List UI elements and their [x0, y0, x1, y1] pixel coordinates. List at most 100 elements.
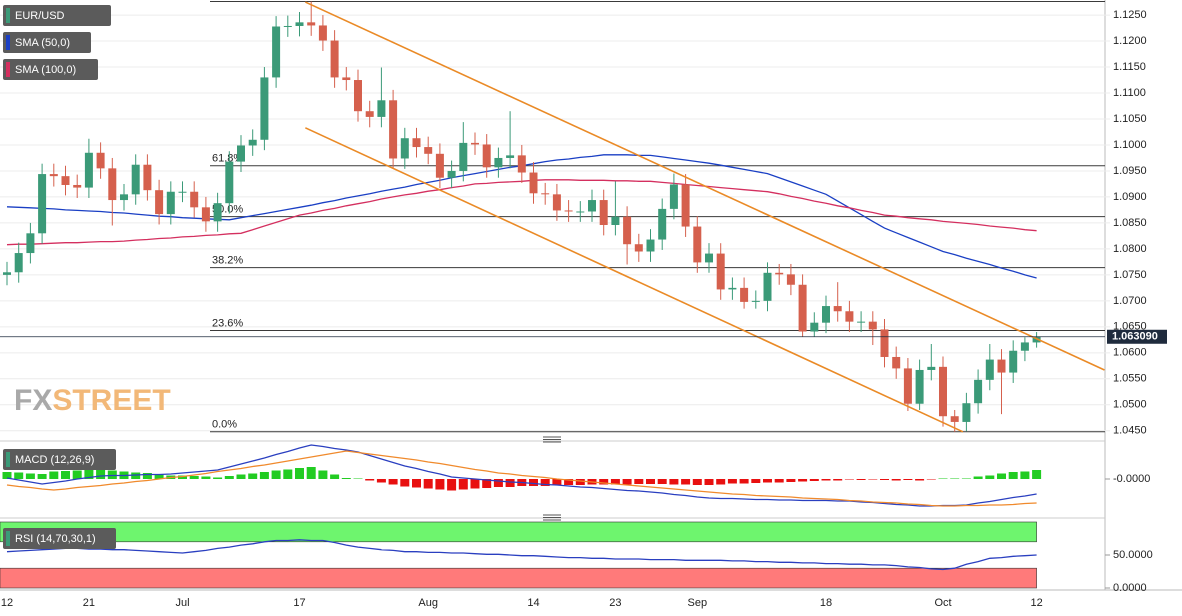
histogram-bar — [236, 474, 246, 479]
candle-body — [295, 22, 304, 26]
legend-title-box — [3, 5, 111, 26]
x-tick-label: Jul — [175, 597, 189, 609]
candle-body — [763, 272, 772, 301]
candle-body — [740, 287, 749, 302]
legend-title-swatch — [6, 8, 10, 23]
histogram-bar — [330, 474, 340, 479]
histogram-bar — [1032, 470, 1042, 479]
candle-body — [248, 139, 257, 146]
legend-entry: SMA (50,0) — [15, 37, 70, 49]
candle-body — [599, 200, 608, 225]
histogram-bar — [271, 470, 281, 479]
resize-handle[interactable] — [543, 514, 561, 521]
histogram-bar — [844, 479, 854, 480]
y-tick-label: 1.0900 — [1113, 191, 1147, 203]
candle-body — [950, 416, 959, 422]
x-tick-label: 17 — [293, 597, 305, 609]
y-tick-label: 1.0750 — [1113, 269, 1147, 281]
candle-body — [260, 77, 269, 140]
fib-level-label: 61.8% — [212, 153, 243, 165]
candle-body — [365, 111, 374, 117]
histogram-bar — [224, 476, 234, 479]
histogram-bar — [2, 472, 12, 479]
candle-body — [342, 77, 351, 81]
watermark-part: FX — [14, 384, 52, 417]
histogram-bar — [14, 472, 24, 479]
y-tick-label: 50.0000 — [1113, 549, 1153, 561]
candle-body — [143, 164, 152, 191]
x-tick-label: 14 — [527, 597, 539, 609]
legend-entry-box — [3, 59, 98, 80]
x-tick-label: 21 — [83, 597, 95, 609]
candle-body — [354, 80, 362, 112]
histogram-bar — [84, 470, 94, 479]
histogram-bar — [493, 479, 503, 487]
candle-body — [576, 211, 585, 213]
legend-title: EUR/USD — [15, 10, 65, 22]
histogram-bar — [903, 479, 913, 480]
histogram-bar — [178, 475, 187, 479]
histogram-bar — [716, 479, 726, 485]
candle-body — [155, 190, 164, 215]
watermark-part: STREET — [52, 384, 170, 417]
candle-body — [728, 287, 737, 290]
histogram-bar — [961, 478, 971, 479]
candle-body — [669, 184, 678, 209]
legend-entry: SMA (100,0) — [15, 64, 76, 76]
histogram-bar — [318, 470, 328, 479]
histogram-bar — [201, 476, 211, 479]
candle-body — [120, 194, 128, 201]
histogram-bar — [341, 478, 351, 479]
candle-body — [985, 359, 994, 380]
resize-handle[interactable] — [543, 436, 561, 443]
candle-body — [822, 306, 830, 323]
x-tick-label: Aug — [418, 597, 438, 609]
candle-body — [377, 100, 386, 117]
y-tick-label: 1.1250 — [1113, 9, 1147, 21]
candle-body — [213, 203, 222, 222]
histogram-bar — [786, 479, 796, 482]
histogram-bar — [1020, 471, 1030, 479]
y-tick-label: -0.0000 — [1113, 473, 1150, 485]
histogram-bar — [646, 479, 655, 484]
fib-level-label: 0.0% — [212, 419, 237, 431]
candle-body — [84, 152, 93, 188]
candle-body — [974, 379, 983, 404]
candle-body — [166, 191, 175, 215]
y-tick-label: 0.0000 — [1113, 582, 1147, 594]
candle-body — [272, 26, 281, 78]
histogram-bar — [376, 479, 386, 483]
candle-body — [108, 168, 117, 201]
histogram-bar — [833, 479, 843, 481]
histogram-bar — [96, 469, 106, 479]
legend-entry-swatch — [6, 62, 10, 77]
candle-body — [494, 157, 503, 168]
candle-body — [459, 142, 468, 171]
candle-body — [190, 191, 199, 208]
x-tick-label: Oct — [934, 597, 951, 609]
histogram-bar — [25, 473, 35, 479]
histogram-bar — [435, 479, 445, 490]
candle-body — [681, 184, 690, 227]
candle-body — [705, 253, 713, 263]
histogram-bar — [306, 467, 316, 479]
rsi-zone — [0, 521, 1037, 543]
histogram-bar — [131, 472, 141, 479]
candle-body — [868, 321, 877, 330]
x-tick-label: 12 — [1030, 597, 1042, 609]
candle-body — [1009, 350, 1018, 373]
histogram-bar — [727, 479, 737, 484]
candle-body — [3, 272, 11, 275]
indicator-title-swatch — [6, 452, 10, 467]
candle-body — [810, 322, 819, 332]
candle-body — [775, 272, 784, 275]
histogram-bar — [400, 479, 410, 487]
candle-body — [131, 164, 140, 195]
y-tick-label: 1.1000 — [1113, 139, 1147, 151]
histogram-bar — [423, 479, 433, 489]
candle-body — [61, 176, 70, 185]
candle-body — [49, 174, 58, 177]
candle-body — [693, 226, 702, 263]
histogram-bar — [704, 479, 714, 485]
